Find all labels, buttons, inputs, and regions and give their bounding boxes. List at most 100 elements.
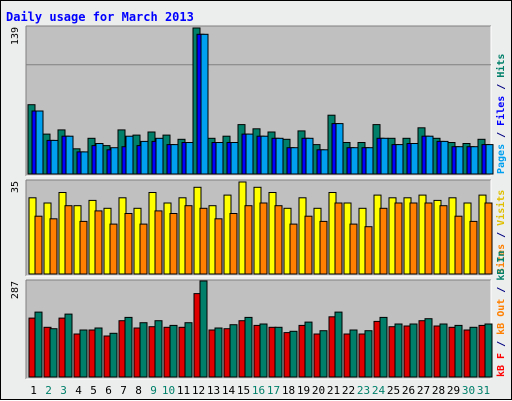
legend-entry: Files — [495, 96, 507, 126]
bar-sites-day-18 — [289, 223, 298, 275]
bar-pages-day-30 — [470, 146, 479, 175]
bar-kb-in-day-1 — [34, 311, 43, 378]
bar-sites-day-24 — [379, 207, 388, 275]
x-tick-label: 7 — [120, 384, 127, 397]
bar-kb-in-day-23 — [364, 330, 373, 378]
bar-pages-day-9 — [155, 137, 164, 175]
x-tick-label: 24 — [372, 384, 386, 397]
x-tick-label: 12 — [192, 384, 205, 397]
x-tick-label: 16 — [252, 384, 265, 397]
panel-0-max-label: 139 — [10, 27, 21, 45]
bar-pages-day-2 — [50, 139, 59, 175]
bar-kb-in-day-29 — [454, 324, 463, 378]
panel-2-max-label: 287 — [10, 281, 21, 299]
bar-sites-day-14 — [229, 213, 238, 275]
bar-sites-day-17 — [274, 205, 283, 275]
x-tick-label: 15 — [237, 384, 250, 397]
bar-sites-day-8 — [139, 223, 148, 275]
bar-pages-day-17 — [275, 137, 284, 175]
bar-sites-day-23 — [364, 226, 373, 275]
bar-sites-day-21 — [334, 202, 343, 275]
bar-kb-in-day-2 — [49, 328, 58, 378]
bar-pages-day-25 — [395, 144, 404, 175]
bar-sites-day-25 — [394, 202, 403, 275]
panel-2-legend: kB F / kB Out / kB In — [496, 251, 507, 377]
bar-kb-in-day-4 — [79, 329, 88, 378]
bar-pages-day-21 — [335, 123, 344, 175]
x-tick-label: 13 — [207, 384, 220, 397]
legend-entry: Visits — [495, 190, 507, 226]
panel-1-legend: Sites / Visits — [495, 190, 507, 274]
x-tick-label: 20 — [312, 384, 325, 397]
x-tick-label: 14 — [222, 384, 236, 397]
bar-pages-day-29 — [455, 146, 464, 175]
bar-sites-day-1 — [34, 215, 43, 275]
bar-kb-in-day-19 — [304, 321, 313, 378]
legend-entry: / — [496, 78, 507, 96]
legend-entry: / — [496, 126, 507, 144]
bar-sites-day-9 — [154, 210, 163, 275]
x-tick-label: 29 — [447, 384, 460, 397]
bar-pages-day-14 — [230, 142, 239, 175]
bar-sites-day-22 — [349, 223, 358, 275]
panel-1-max-label: 35 — [10, 181, 21, 193]
bar-kb-in-day-10 — [169, 324, 178, 378]
bar-kb-in-day-17 — [274, 326, 283, 378]
legend-entry: / — [496, 226, 507, 244]
x-tick-label: 28 — [432, 384, 445, 397]
bar-kb-in-day-9 — [154, 320, 163, 378]
bar-pages-day-4 — [80, 151, 89, 175]
bar-pages-day-24 — [380, 137, 389, 175]
x-tick-label: 11 — [177, 384, 190, 397]
bar-pages-day-19 — [305, 137, 314, 175]
x-tick-label: 23 — [357, 384, 370, 397]
bar-sites-day-4 — [79, 220, 88, 275]
x-tick-label: 1 — [30, 384, 37, 397]
panel-0-legend: Pages / Files / Hits — [495, 54, 507, 174]
bar-kb-in-day-13 — [214, 327, 223, 378]
x-tick-label: 26 — [402, 384, 415, 397]
x-tick-label: 22 — [342, 384, 355, 397]
bar-sites-day-11 — [184, 205, 193, 275]
bar-pages-day-16 — [260, 135, 269, 175]
x-tick-label: 27 — [417, 384, 430, 397]
legend-entry: kB F — [496, 353, 507, 377]
x-tick-label: 31 — [477, 384, 490, 397]
bar-pages-day-26 — [410, 143, 419, 175]
bar-kb-in-day-27 — [424, 318, 433, 378]
x-tick-label: 21 — [327, 384, 340, 397]
bar-pages-day-6 — [110, 147, 119, 175]
bar-sites-day-2 — [49, 218, 58, 275]
x-tick-label: 3 — [60, 384, 67, 397]
bar-sites-day-16 — [259, 202, 268, 275]
bar-pages-day-15 — [245, 133, 254, 175]
bar-kb-in-day-11 — [184, 322, 193, 378]
bar-sites-day-7 — [124, 213, 133, 275]
x-tick-label: 4 — [75, 384, 82, 397]
bar-pages-day-5 — [95, 143, 104, 175]
bar-kb-in-day-8 — [139, 322, 148, 378]
x-tick-label: 30 — [462, 384, 475, 397]
bar-sites-day-13 — [214, 218, 223, 275]
legend-entry: Hits — [495, 54, 507, 78]
bar-pages-day-22 — [350, 147, 359, 175]
bar-kb-in-day-7 — [124, 316, 133, 378]
bar-pages-day-1 — [35, 110, 44, 175]
x-tick-label: 9 — [150, 384, 157, 397]
bar-sites-day-3 — [64, 205, 73, 275]
bar-sites-day-26 — [409, 202, 418, 275]
bar-pages-day-8 — [140, 140, 149, 175]
x-tick-label: 18 — [282, 384, 295, 397]
x-tick-label: 6 — [105, 384, 112, 397]
bar-kb-in-day-22 — [349, 329, 358, 378]
legend-entry: Pages — [496, 144, 507, 174]
legend-entry: kB Out — [496, 299, 507, 335]
bar-kb-in-day-16 — [259, 323, 268, 378]
chart-title: Daily usage for March 2013 — [6, 10, 194, 24]
bar-kb-in-day-24 — [379, 316, 388, 378]
bar-sites-day-29 — [454, 215, 463, 275]
legend-entry: Sites — [495, 244, 507, 274]
bar-kb-in-day-14 — [229, 324, 238, 378]
bar-pages-day-18 — [290, 147, 299, 175]
